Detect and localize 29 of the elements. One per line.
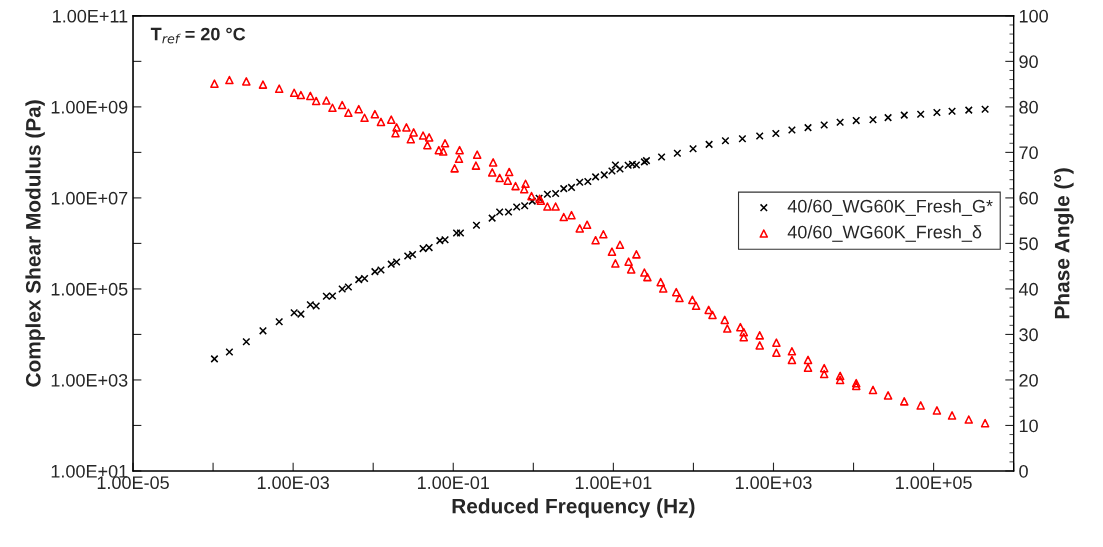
y2-tick-label: 80 xyxy=(1019,100,1038,114)
y-tick-label: 1.00E+09 xyxy=(51,100,128,114)
y2-tick-label: 60 xyxy=(1019,191,1038,205)
y2-tick-label: 90 xyxy=(1019,55,1038,69)
annotation: T$_{ref}$ = 20 °C xyxy=(150,27,246,44)
x-axis-title: Reduced Frequency (Hz) xyxy=(452,498,695,518)
y-tick-label: 1.00E+11 xyxy=(53,9,128,23)
y-tick-label: 1.00E+07 xyxy=(51,191,128,205)
x-tick-label: 1.00E+01 xyxy=(575,476,652,490)
y2-tick-label: 70 xyxy=(1019,146,1038,160)
y2-axis-title: Phase Angle (°) xyxy=(1054,168,1074,319)
y2-tick-label: 20 xyxy=(1019,373,1038,387)
y-tick-label: 1.00E+05 xyxy=(51,282,128,296)
legend-label: 40/60_WG60K_Fresh_δ xyxy=(787,225,982,242)
y2-tick-label: 0 xyxy=(1019,464,1028,478)
y-axis-title: Complex Shear Modulus (Pa) xyxy=(25,100,45,387)
x-tick-label: 1.00E+03 xyxy=(735,476,812,490)
y2-tick-label: 100 xyxy=(1019,9,1048,23)
x-tick-label: 1.00E-05 xyxy=(97,476,169,490)
legend-label: 40/60_WG60K_Fresh_G* xyxy=(787,199,993,216)
y-tick-label: 1.00E+03 xyxy=(51,373,128,387)
y2-tick-label: 10 xyxy=(1019,419,1038,433)
y2-tick-label: 50 xyxy=(1019,237,1038,251)
y2-tick-label: 30 xyxy=(1019,328,1038,342)
y-tick-label: 1.00E+01 xyxy=(51,464,128,478)
x-tick-label: 1.00E+05 xyxy=(896,476,972,490)
x-tick-label: 1.00E-01 xyxy=(417,476,490,490)
y2-tick-label: 40 xyxy=(1018,282,1038,296)
x-tick-label: 1.00E-03 xyxy=(257,476,329,490)
